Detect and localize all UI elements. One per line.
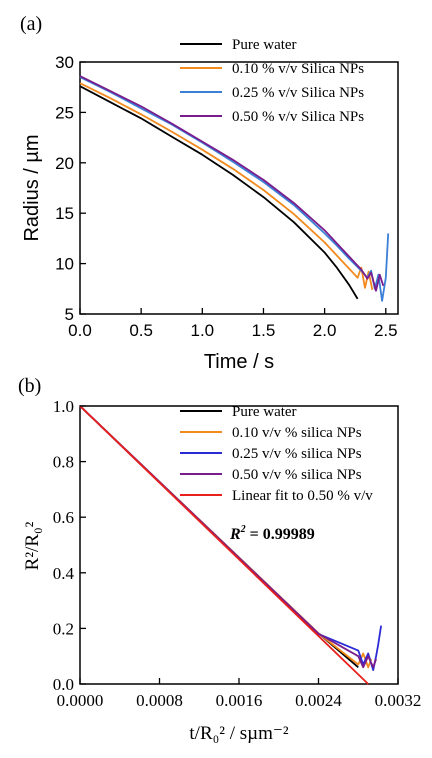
panel-b-legend-label-1: 0.10 v/v % silica NPs — [232, 425, 362, 441]
panel-a-ytick-label-3: 20 — [55, 154, 74, 173]
panel-b-ytick-label-2: 0.4 — [53, 564, 75, 583]
panel-b-ylabel: R²/R₀² — [22, 521, 43, 570]
annotation-value: = 0.99989 — [246, 526, 315, 543]
panel-b-ytick-label-1: 0.2 — [53, 619, 74, 638]
panel-b-ytick-label-4: 0.8 — [53, 453, 74, 472]
panel-a-legend-label-2: 0.25 % v/v Silica NPs — [232, 85, 364, 101]
panel-a-xtick-label-3: 1.5 — [252, 321, 276, 340]
panel-b-xlabel: t/R₀² / sµm⁻² — [189, 723, 288, 744]
panel-a-ytick-label-5: 30 — [55, 53, 74, 72]
panel-a-series-line-0 — [79, 85, 359, 300]
panel-a-ytick-label-1: 10 — [55, 255, 74, 274]
panel-a-plot-frame — [79, 61, 399, 315]
panel-a: (a) 0.0 0.5 1.0 1.5 2.0 2.5 5 10 15 20 25 30 Pure w… — [20, 13, 399, 373]
panel-b-ytick-label-5: 1.0 — [53, 397, 74, 416]
panel-a-legend: Pure water 0.10 % v/v Silica NPs 0.25 % v/… — [180, 37, 364, 125]
annotation-sup: 2 — [240, 524, 246, 535]
panel-b-xtick-label-2: 0.0016 — [216, 691, 263, 710]
panel-b-legend-label-3: 0.50 v/v % silica NPs — [232, 467, 362, 483]
panel-a-ytick-label-4: 25 — [55, 103, 74, 122]
panel-a-xtick-label-2: 1.0 — [190, 321, 214, 340]
panel-b-ytick-label-0: 0.0 — [53, 675, 74, 694]
panel-b-ticks: 0.0000 0.0008 0.0016 0.0024 0.0032 0.0 0.2 0.4 0… — [53, 397, 422, 710]
panel-b-xtick-label-0: 0.0000 — [57, 691, 104, 710]
panel-b-series — [79, 405, 382, 685]
panel-a-legend-label-0: Pure water — [232, 37, 297, 53]
panel-a-ytick-label-0: 5 — [65, 305, 74, 324]
panel-b-label: (b) — [18, 375, 41, 397]
panel-b-legend-label-2: 0.25 v/v % silica NPs — [232, 446, 362, 462]
panel-a-label: (a) — [20, 13, 42, 35]
panel-b-legend-label-4: Linear fit to 0.50 % v/v — [232, 488, 373, 504]
panel-a-legend-label-1: 0.10 % v/v Silica NPs — [232, 61, 364, 77]
panel-a-xtick-label-1: 0.5 — [129, 321, 153, 340]
panel-a-xtick-label-5: 2.5 — [374, 321, 398, 340]
panel-b-annotation: R2 = 0.99989 — [229, 524, 315, 543]
panel-b-xtick-label-1: 0.0008 — [136, 691, 183, 710]
panel-b: (b) 0.0000 0.0008 0.0016 0.0024 0.0032 0.0 0.2… — [18, 375, 421, 744]
panel-a-legend-label-3: 0.50 % v/v Silica NPs — [232, 109, 364, 125]
panel-b-xtick-label-4: 0.0032 — [375, 691, 422, 710]
panel-b-series-line-4 — [79, 405, 369, 685]
panel-a-xtick-label-4: 2.0 — [313, 321, 337, 340]
panel-a-xlabel: Time / s — [204, 351, 274, 373]
panel-b-ytick-label-3: 0.6 — [53, 508, 74, 527]
panel-a-ytick-label-2: 15 — [55, 204, 74, 223]
annotation-r: R — [229, 526, 241, 543]
panel-b-legend-label-0: Pure water — [232, 404, 297, 420]
panel-b-legend: Pure water 0.10 v/v % silica NPs 0.25 v/v … — [180, 404, 373, 504]
panel-a-series — [79, 75, 390, 302]
panel-a-series-line-1 — [79, 82, 374, 290]
panel-a-ylabel: Radius / µm — [21, 134, 43, 241]
panel-a-ticks: 0.0 0.5 1.0 1.5 2.0 2.5 5 10 15 20 25 30 — [55, 53, 398, 340]
panel-a-series-line-3 — [79, 75, 385, 292]
panel-b-xtick-label-3: 0.0024 — [295, 691, 342, 710]
panel-a-xtick-label-0: 0.0 — [68, 321, 92, 340]
